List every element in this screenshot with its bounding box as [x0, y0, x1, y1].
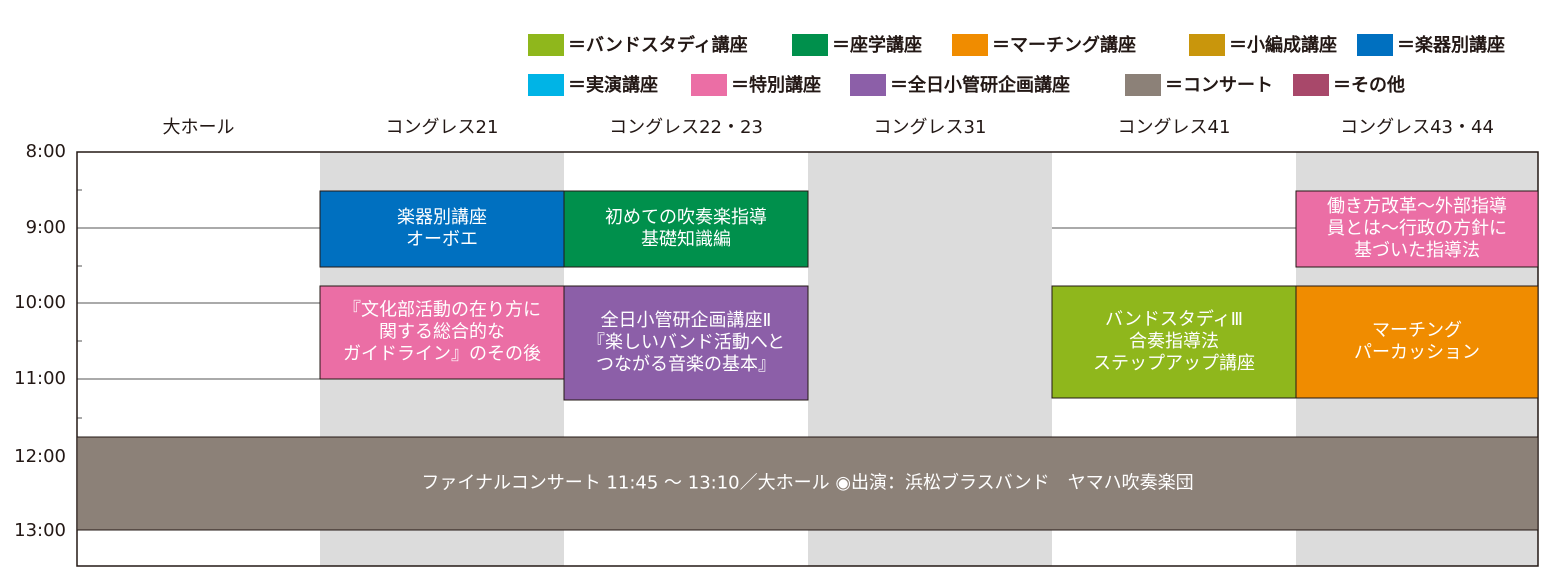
room-header: コングレス31: [874, 117, 987, 138]
event-block: [1051, 285, 1297, 399]
legend-swatch: [1293, 74, 1329, 96]
legend-swatch: [1357, 34, 1393, 56]
legend-swatch: [691, 74, 727, 96]
event-text: 基づいた指導法: [1354, 240, 1480, 261]
legend-swatch: [850, 74, 886, 96]
legend-label: ＝マーチング講座: [992, 34, 1136, 56]
event-text: バンドスタディⅢ: [1105, 309, 1243, 330]
event-text: 基礎知識編: [641, 229, 731, 250]
legend-label: ＝特別講座: [731, 74, 821, 96]
event-text: パーカッション: [1354, 342, 1480, 363]
legend-label: ＝楽器別講座: [1397, 34, 1505, 56]
room-header: コングレス41: [1118, 117, 1231, 138]
time-label: 12:00: [14, 446, 66, 467]
legend-label: ＝バンドスタディ講座: [568, 34, 748, 56]
event-text: 働き方改革～外部指導: [1327, 196, 1507, 217]
time-label: 10:00: [14, 292, 66, 313]
time-label: 8:00: [26, 141, 66, 162]
time-label: 11:00: [14, 368, 66, 389]
event-text: 合奏指導法: [1129, 331, 1219, 352]
legend-swatch: [1125, 74, 1161, 96]
event-text: マーチング: [1372, 320, 1462, 341]
legend-label: ＝小編成講座: [1229, 34, 1337, 56]
legend-label: ＝座学講座: [832, 34, 922, 56]
room-header: コングレス22・23: [609, 117, 763, 138]
legend-swatch: [528, 74, 564, 96]
event-text: つながる音楽の基本』: [596, 354, 776, 375]
event-block: [319, 285, 565, 380]
event-text: 全日小管研企画講座Ⅱ: [601, 310, 772, 331]
room-header: コングレス43・44: [1340, 117, 1494, 138]
legend-swatch: [792, 34, 828, 56]
event-text: 員とは～行政の方針に: [1327, 218, 1507, 239]
time-label: 9:00: [26, 217, 66, 238]
legend-label: ＝その他: [1333, 74, 1405, 96]
room-header: コングレス21: [386, 117, 499, 138]
legend-label: ＝全日小管研企画講座: [890, 74, 1070, 96]
event-text: オーボエ: [406, 229, 478, 250]
event-block: [1295, 190, 1539, 268]
event-block: [1295, 285, 1539, 399]
event-text: 関する総合的な: [379, 322, 505, 343]
event-text: ステップアップ講座: [1093, 353, 1255, 374]
event-block: [76, 436, 1539, 531]
legend-swatch: [952, 34, 988, 56]
event-text: ファイナルコンサート 11:45 ～ 13:10／大ホール ◉出演：浜松ブラスバ…: [421, 472, 1193, 494]
event-block: [563, 285, 809, 401]
legend-label: ＝コンサート: [1165, 75, 1273, 96]
legend-swatch: [1189, 34, 1225, 56]
event-text: ガイドライン』のその後: [343, 344, 541, 365]
event-block: [563, 190, 809, 268]
legend-label: ＝実演講座: [568, 74, 658, 96]
room-header: 大ホール: [163, 117, 235, 138]
event-text: 初めての吹奏楽指導: [605, 207, 767, 228]
legend-swatch: [528, 34, 564, 56]
event-text: 『楽しいバンド活動へと: [587, 332, 785, 353]
event-text: 『文化部活動の在り方に: [343, 300, 541, 321]
event-text: 楽器別講座: [397, 207, 487, 228]
time-label: 13:00: [14, 520, 66, 541]
